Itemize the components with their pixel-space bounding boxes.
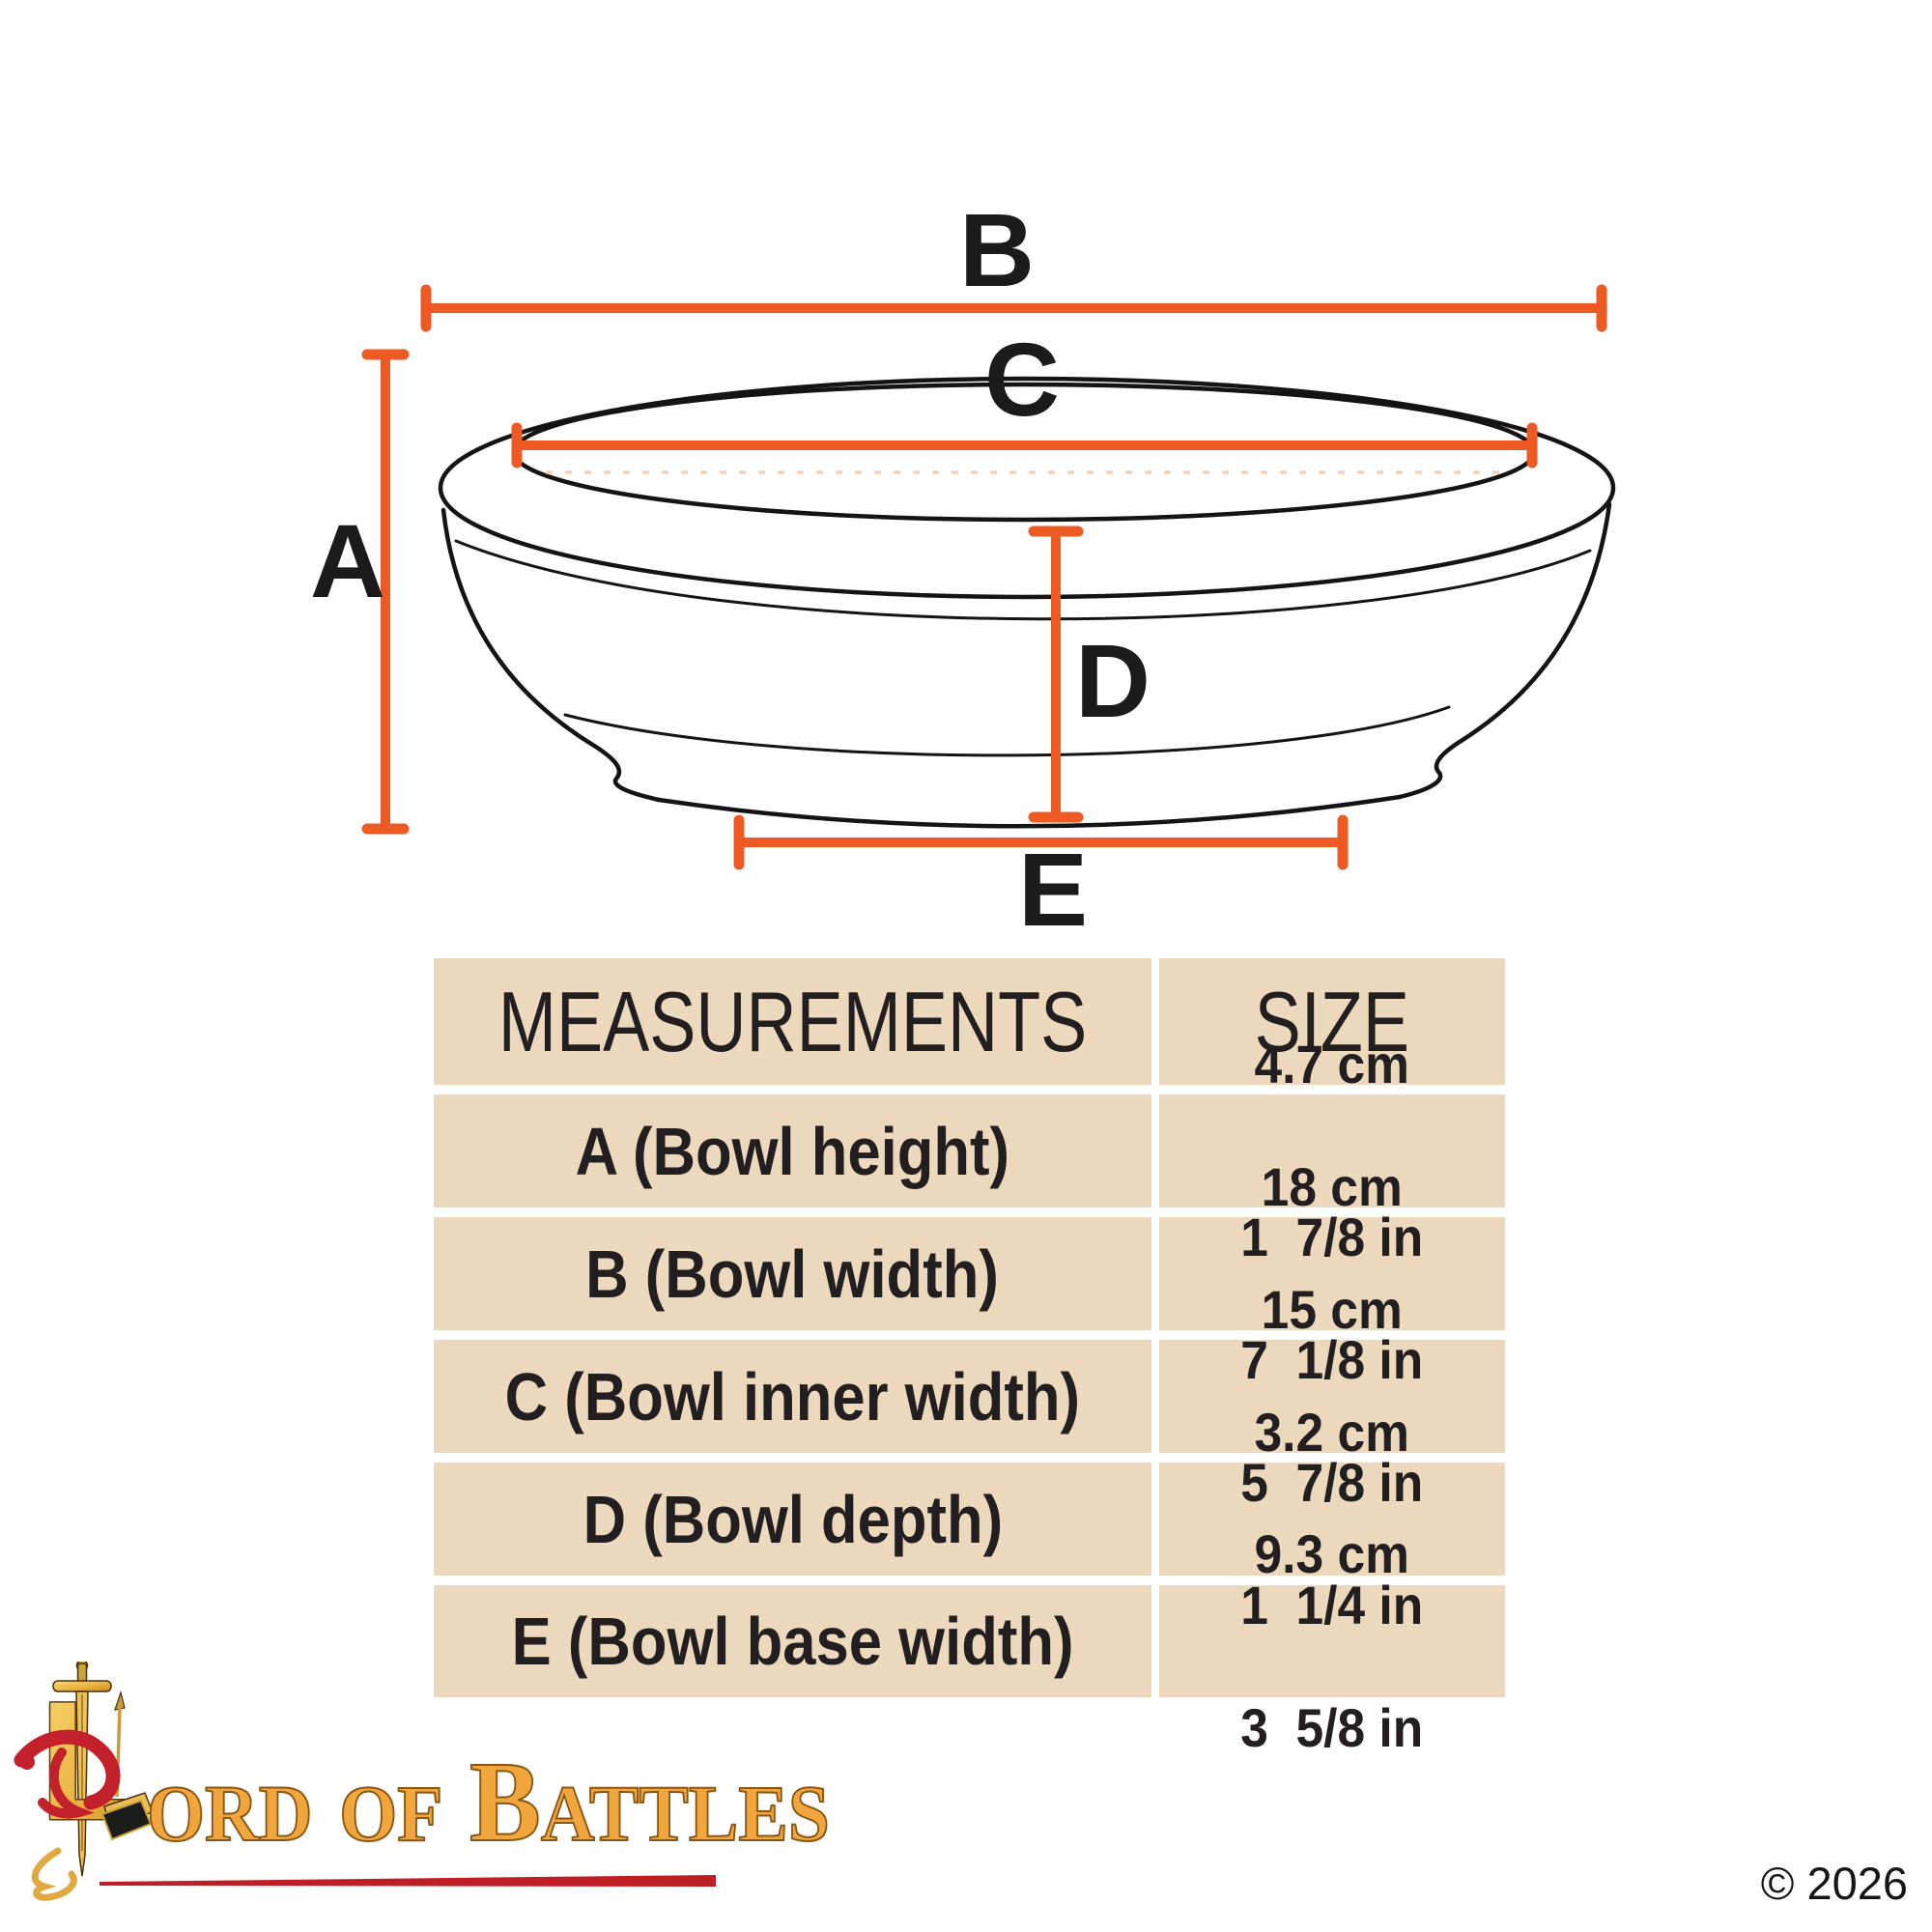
row-b-size-cell: 18 cm 7 1/8 in [1159, 1157, 1505, 1389]
row-d-size-cm: 3.2 cm [1254, 1401, 1410, 1463]
bowl-contour-upper [454, 539, 1592, 621]
logo-underline [99, 1875, 716, 1887]
row-c-size-cell: 15 cm 5 7/8 in [1159, 1280, 1505, 1512]
header-size-cell: SIZE [1159, 958, 1505, 1085]
dimension-a: A [310, 349, 410, 835]
lord-of-battles-emblem: L [14, 1662, 154, 1901]
dim-d-label: D [1075, 622, 1151, 739]
dim-e-label: E [1018, 831, 1088, 948]
bowl-left-profile [440, 507, 662, 803]
dragon-flourish-icon [14, 1729, 121, 1819]
row-d-size-cell: 3.2 cm 1 1/4 in [1159, 1403, 1505, 1634]
gold-flourish-icon [31, 1847, 77, 1901]
row-e-size-cm: 9.3 cm [1254, 1523, 1410, 1585]
dimension-b: B [420, 191, 1607, 332]
dim-b-label: B [959, 191, 1035, 308]
header-size-label: SIZE [1254, 973, 1410, 1069]
row-a-size-in: 1 7/8 in [1240, 1207, 1424, 1268]
dimension-d: D [1028, 526, 1151, 823]
black-band-shape [100, 1799, 153, 1841]
row-d-size-in: 1 1/4 in [1240, 1575, 1424, 1636]
row-a-size-cm: 4.7 cm [1254, 1033, 1410, 1094]
dim-c-label: C [984, 321, 1060, 438]
row-b-size-in: 7 1/8 in [1240, 1329, 1424, 1391]
logo-wordmark: ord of Battles [146, 1738, 831, 1865]
measurements-table: MEASUREMENTS SIZE A (Bowl height) 4.7 cm… [434, 958, 1505, 1756]
header-measurements-cell: MEASUREMENTS [434, 958, 1151, 1085]
bowl-drawing [438, 376, 1616, 829]
row-b-size-cm: 18 cm [1261, 1155, 1404, 1217]
bowl-outer-rim [438, 376, 1616, 600]
row-e-label-cell: E (Bowl base width) [434, 1585, 1151, 1697]
bowl-right-profile [1397, 501, 1612, 800]
bowl-base [656, 794, 1403, 829]
dim-a-label: A [310, 502, 385, 619]
row-c-size-cm: 15 cm [1261, 1278, 1404, 1340]
dimension-e: E [733, 814, 1349, 948]
copyright-notice: © 2026 [1760, 1858, 1908, 1909]
row-a-size-cell: 4.7 cm 1 7/8 in [1159, 1035, 1505, 1266]
dimension-c: C [511, 321, 1538, 469]
row-d-label-cell: D (Bowl depth) [434, 1463, 1151, 1576]
bowl-contour-lower [563, 705, 1451, 757]
row-c-label-cell: C (Bowl inner width) [434, 1340, 1151, 1453]
row-e-size-in: 3 5/8 in [1240, 1696, 1424, 1758]
row-e-size-cell: 9.3 cm 3 5/8 in [1159, 1525, 1505, 1756]
row-b-label-cell: B (Bowl width) [434, 1217, 1151, 1330]
row-c-size-in: 5 7/8 in [1240, 1452, 1424, 1514]
header-measurements-label: MEASUREMENTS [497, 973, 1088, 1069]
row-a-label-cell: A (Bowl height) [434, 1094, 1151, 1208]
